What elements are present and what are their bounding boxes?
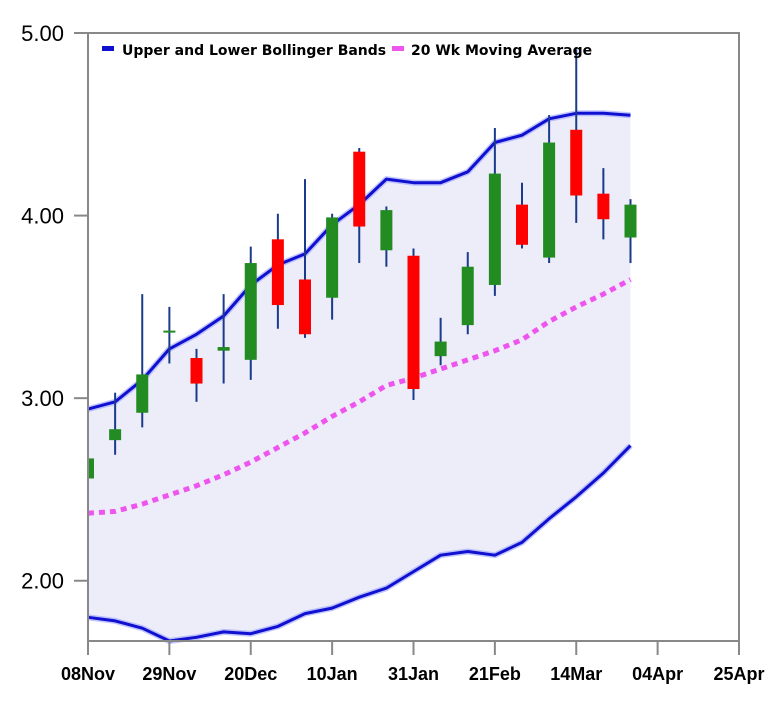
x-tick-label-0: 08Nov [61,664,115,684]
candle-9 [326,213,339,320]
lower-band-line [87,444,632,643]
candle-body-10 [353,151,366,227]
x-tick-label-5: 21Feb [469,664,521,684]
legend-swatch-bands [102,46,114,51]
candle-11 [380,206,393,267]
candle-10 [353,148,366,264]
candle-body-1 [109,429,122,441]
candle-body-8 [299,279,311,335]
candle-19 [597,168,610,240]
legend-label-moving-average: 20 Wk Moving Average [411,43,592,59]
candle-body-17 [543,142,556,258]
legend: Upper and Lower Bollinger Bands 20 Wk Mo… [102,43,592,59]
candle-6 [244,246,257,380]
candle-13 [434,317,447,366]
moving-average-layer [87,277,632,516]
candle-12 [407,248,420,400]
candle-2 [136,294,149,428]
candle-17 [543,115,556,264]
y-tick-label-1: 3.00 [21,386,64,411]
candle-18 [570,49,583,223]
candle-body-2 [136,374,149,413]
x-tick-label-4: 31Jan [388,664,439,684]
candle-body-4 [190,357,203,384]
candle-14 [461,252,474,335]
candle-5 [217,294,230,384]
candle-body-13 [434,341,447,357]
x-tick-label-3: 10Jan [307,664,358,684]
candle-body-0 [88,458,94,479]
candle-15 [488,127,501,296]
x-tick-label-1: 29Nov [142,664,196,684]
candle-body-14 [461,266,474,326]
y-axis: 2.00 3.00 4.00 5.00 [21,21,88,594]
candle-body-12 [407,255,420,390]
legend-swatch-moving-average [392,46,404,51]
x-tick-label-6: 14Mar [550,664,602,684]
candle-body-18 [570,129,583,196]
candle-8 [299,179,311,338]
y-tick-label-2: 4.00 [21,204,64,229]
candle-body-15 [488,173,501,285]
x-tick-label-2: 20Dec [224,664,277,684]
candle-7 [271,213,284,329]
y-tick-label-0: 2.00 [21,569,64,594]
candle-body-19 [597,193,610,220]
candle-body-16 [516,204,528,245]
candle-16 [516,182,528,249]
candle-body-5 [217,347,230,351]
candle-body-20 [624,204,637,238]
candlestick-layer [87,49,637,486]
x-tick-label-8: 25Apr [713,664,764,684]
y-tick-label-3: 5.00 [21,21,64,46]
candle-body-7 [271,239,284,306]
candle-body-6 [244,263,257,360]
candle-body-3 [163,330,176,333]
x-axis: 08Nov 29Nov 20Dec 10Jan 31Jan 21Feb 14Mar 04Apr… [61,641,765,684]
candle-4 [190,348,203,402]
legend-label-bands: Upper and Lower Bollinger Bands [122,43,386,59]
candle-body-11 [380,210,393,251]
moving-average-line [87,277,632,516]
legend-entry-bands: Upper and Lower Bollinger Bands [102,43,386,59]
candle-3 [163,306,176,364]
x-tick-label-7: 04Apr [632,664,683,684]
candle-20 [624,199,637,264]
legend-entry-moving-average: 20 Wk Moving Average [392,43,592,59]
candle-body-9 [326,217,339,298]
candle-1 [109,392,122,455]
